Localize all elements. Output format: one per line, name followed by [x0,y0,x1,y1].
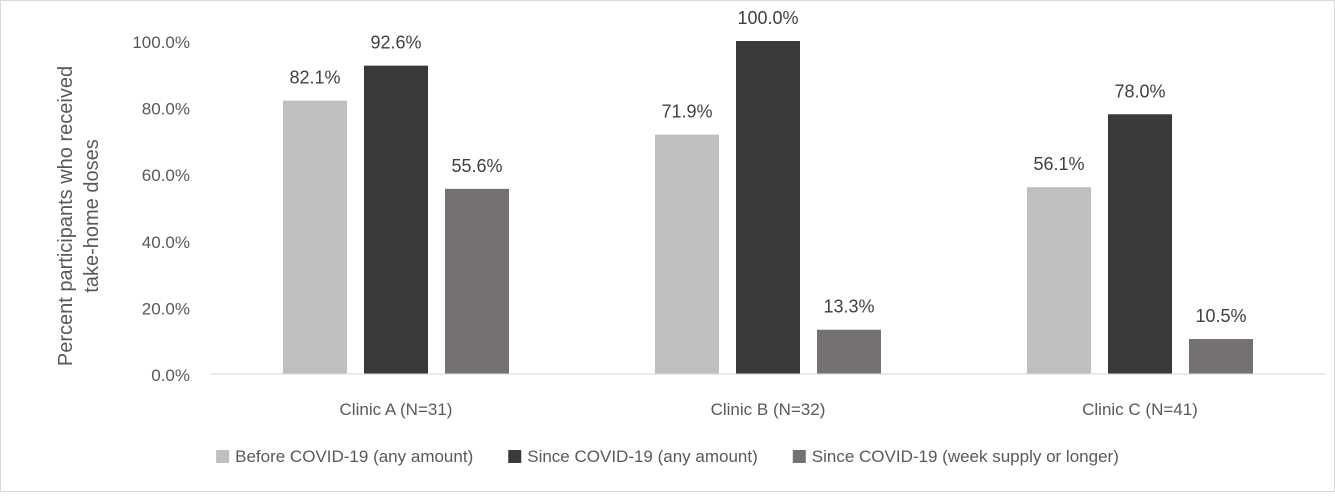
data-label: 82.1% [289,68,340,88]
legend-swatch [508,450,522,463]
data-label: 71.9% [661,102,712,122]
y-tick-label: 40.0% [142,233,190,252]
y-tick-label: 0.0% [151,366,190,385]
data-label: 56.1% [1033,154,1084,174]
legend-item: Since COVID-19 (week supply or longer) [792,447,1119,466]
bar [445,188,509,374]
x-tick-label: Clinic C (N=41) [1082,400,1198,419]
data-label: 78.0% [1114,81,1165,101]
legend-label: Since COVID-19 (any amount) [527,447,758,466]
y-tick-label: 20.0% [142,299,190,318]
bar [283,100,347,375]
legend-item: Since COVID-19 (any amount) [508,447,758,466]
x-tick-label: Clinic B (N=32) [711,400,826,419]
legend-swatch [216,450,230,463]
data-label: 13.3% [823,297,874,317]
legend-item: Before COVID-19 (any amount) [216,447,473,466]
legend-label: Before COVID-19 (any amount) [235,447,473,466]
data-label: 92.6% [370,33,421,53]
y-tick-label: 100.0% [132,33,190,52]
bar [736,41,800,374]
legend-label: Since COVID-19 (week supply or longer) [812,447,1119,466]
data-label: 10.5% [1195,306,1246,326]
bar [1189,339,1253,374]
bar [655,134,719,374]
bar [364,65,428,374]
legend-swatch [792,450,806,463]
data-label: 100.0% [737,8,798,28]
x-tick-label: Clinic A (N=31) [340,400,453,419]
bar [1108,114,1172,374]
y-tick-label: 60.0% [142,166,190,185]
y-tick-label: 80.0% [142,100,190,119]
y-axis-title-line-1: Percent participants who received [55,66,77,366]
bar [817,329,881,374]
data-label: 55.6% [451,156,502,176]
bar [1027,187,1091,374]
y-axis-title-line-2: take-home doses [81,139,103,292]
